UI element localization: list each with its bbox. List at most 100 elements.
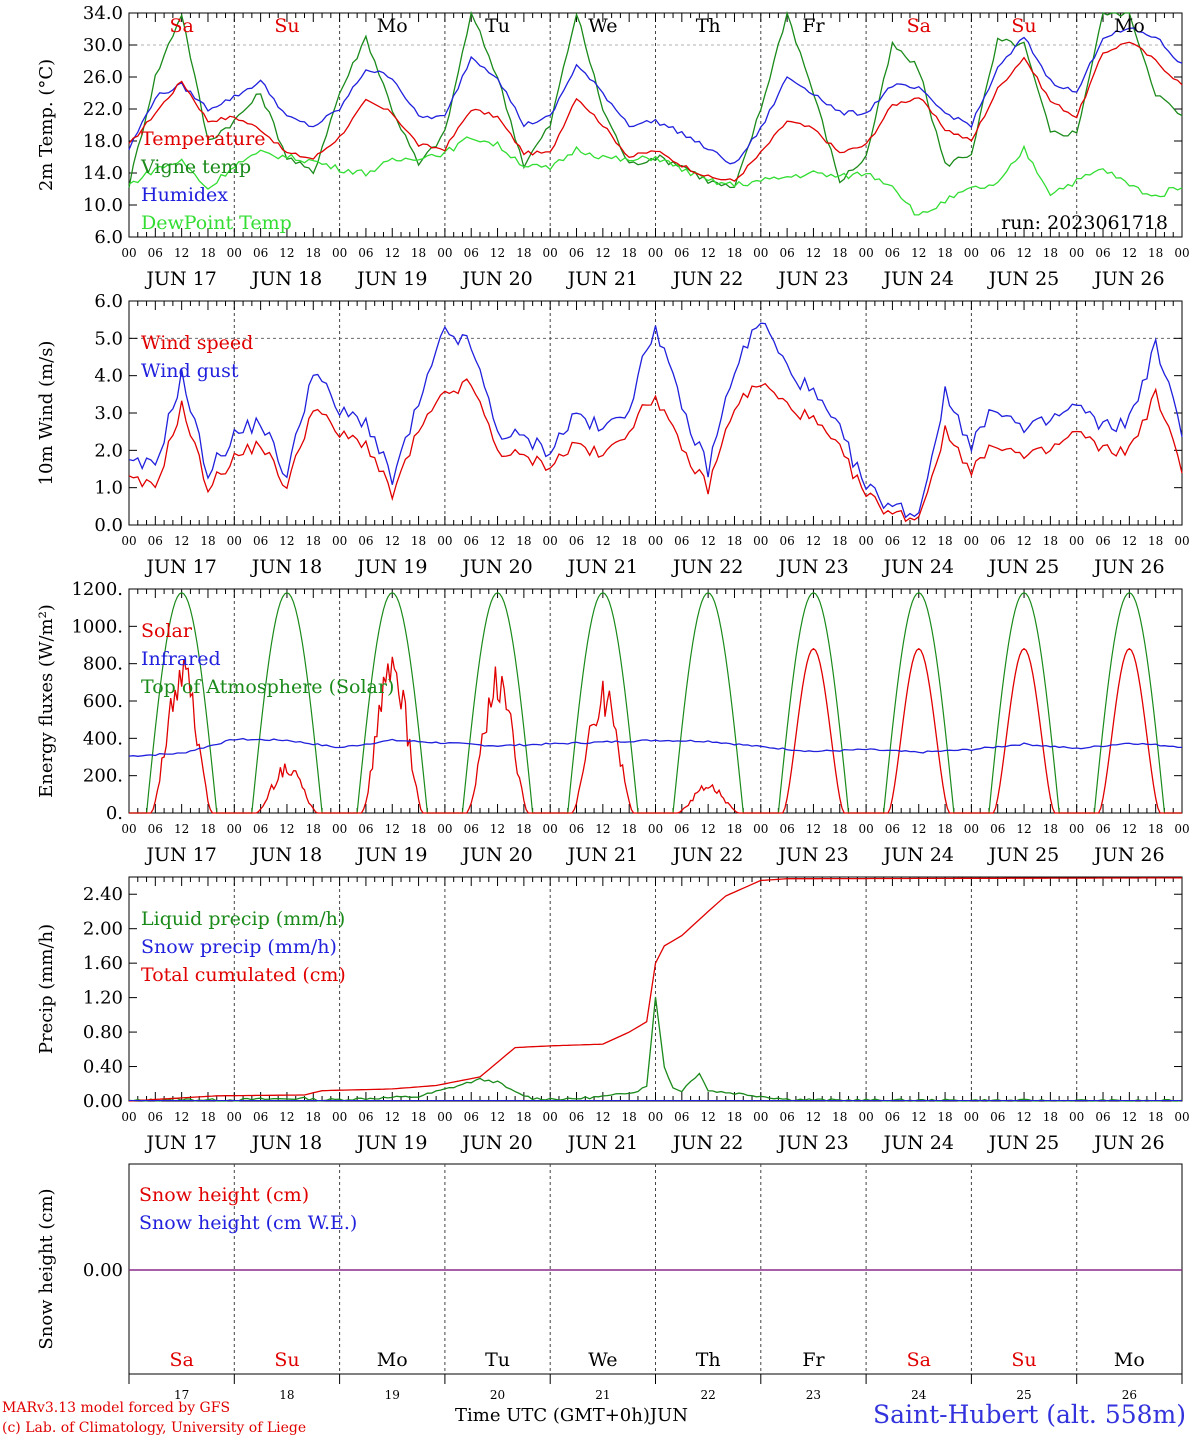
y-tick-label: 3.0 [94,403,123,424]
date-tick-label: JUN 17 [144,556,216,578]
hour-tick-label: 06 [885,822,900,836]
hour-tick-label: 18 [411,246,426,260]
y-tick-label: 6.0 [94,227,123,248]
hour-tick-label: 18 [411,534,426,548]
hour-tick-label: 18 [200,534,215,548]
hour-tick-label: 06 [569,822,584,836]
hour-tick-label: 00 [858,534,873,548]
date-tick-label: JUN 21 [566,268,638,290]
hour-tick-label: 00 [964,822,979,836]
vigne-temp-line [128,10,1183,189]
hour-tick-label: 06 [990,246,1005,260]
day-of-week-label: Fr [802,15,825,37]
y-axis-label: Snow height (cm) [36,1188,57,1349]
hour-tick-label: 00 [1069,1110,1084,1124]
hour-tick-label: 00 [648,1110,663,1124]
hour-tick-label: 06 [990,1110,1005,1124]
hour-tick-label: 18 [622,534,637,548]
day-of-week-label: Sa [169,1349,193,1371]
day-of-week-label: Tu [485,15,510,37]
model-credit: MARv3.13 model forced by GFS [2,1400,231,1416]
y-tick-label: 2.40 [83,884,123,905]
hour-tick-label: 00 [121,534,136,548]
lab-credit: (c) Lab. of Climatology, University of L… [2,1420,307,1436]
hour-tick-label: 18 [1148,246,1163,260]
hour-tick-label: 12 [701,534,716,548]
day-of-week-label: Tu [485,1349,510,1371]
hour-tick-label: 00 [858,1110,873,1124]
hour-tick-label: 18 [306,534,321,548]
date-tick-label: JUN 17 [144,268,216,290]
hour-tick-label: 00 [437,1110,452,1124]
hour-tick-label: 12 [490,246,505,260]
hour-tick-label: 06 [1095,1110,1110,1124]
date-tick-label: JUN 26 [1092,1132,1164,1154]
y-tick-label: 2.00 [83,919,123,940]
hour-tick-label: 06 [779,1110,794,1124]
day-number-label: 21 [595,1388,610,1402]
date-tick-label: JUN 19 [355,556,427,578]
day-of-week-label: Sa [907,1349,931,1371]
hour-tick-label: 00 [858,822,873,836]
y-tick-label: 1.60 [83,953,123,974]
wind-speed-line [128,378,1183,523]
hour-tick-label: 00 [753,1110,768,1124]
hour-tick-label: 18 [1148,1110,1163,1124]
hour-tick-label: 00 [964,246,979,260]
date-tick-label: JUN 19 [355,1132,427,1154]
hour-tick-label: 18 [1043,534,1058,548]
hour-tick-label: 06 [1095,246,1110,260]
hour-tick-label: 00 [964,534,979,548]
legend-entry: DewPoint Temp [141,212,292,234]
hour-tick-label: 12 [385,534,400,548]
hour-tick-label: 06 [569,246,584,260]
hour-tick-label: 00 [648,246,663,260]
station-name: Saint-Hubert (alt. 558m) [872,1400,1186,1429]
solar-line [129,647,1182,814]
legend-entry: Snow height (cm) [139,1184,309,1206]
day-number-label: 20 [490,1388,505,1402]
hour-tick-label: 06 [464,822,479,836]
day-of-week-label: Mo [1114,1349,1145,1371]
hour-tick-label: 18 [306,246,321,260]
hour-tick-label: 06 [253,822,268,836]
hour-tick-label: 18 [727,1110,742,1124]
y-tick-label: 2.0 [94,440,123,461]
hour-tick-label: 18 [832,534,847,548]
date-tick-label: JUN 17 [144,1132,216,1154]
date-tick-label: JUN 22 [671,556,743,578]
date-tick-label: JUN 25 [987,268,1059,290]
time-axis-label: Time UTC (GMT+0h)JUN [455,1405,688,1426]
y-tick-label: 1200. [71,579,123,600]
y-tick-label: 1.20 [83,988,123,1009]
hour-tick-label: 12 [911,534,926,548]
hour-tick-label: 12 [174,1110,189,1124]
day-of-week-label: Fr [802,1349,825,1371]
panel-1-frame [128,12,1183,238]
hour-tick-label: 18 [411,1110,426,1124]
y-tick-label: 14.0 [83,163,123,184]
hour-tick-label: 12 [279,534,294,548]
hour-tick-label: 18 [1043,246,1058,260]
date-tick-label: JUN 20 [460,268,532,290]
hour-tick-label: 00 [121,822,136,836]
hour-tick-label: 12 [1122,534,1137,548]
hour-tick-label: 18 [727,246,742,260]
hour-tick-label: 06 [358,246,373,260]
hour-tick-label: 12 [385,246,400,260]
hour-tick-label: 00 [437,534,452,548]
y-tick-label: 600. [83,691,123,712]
hour-tick-label: 00 [121,246,136,260]
day-number-label: 17 [174,1388,189,1402]
date-tick-label: JUN 23 [776,268,848,290]
legend-entry: Wind gust [141,360,239,382]
hour-tick-label: 06 [674,822,689,836]
hour-tick-label: 00 [964,1110,979,1124]
y-tick-label: 200. [83,766,123,787]
hour-tick-label: 12 [806,534,821,548]
hour-tick-label: 00 [543,822,558,836]
day-number-label: 19 [385,1388,400,1402]
hour-tick-label: 00 [858,246,873,260]
date-tick-label: JUN 21 [566,556,638,578]
